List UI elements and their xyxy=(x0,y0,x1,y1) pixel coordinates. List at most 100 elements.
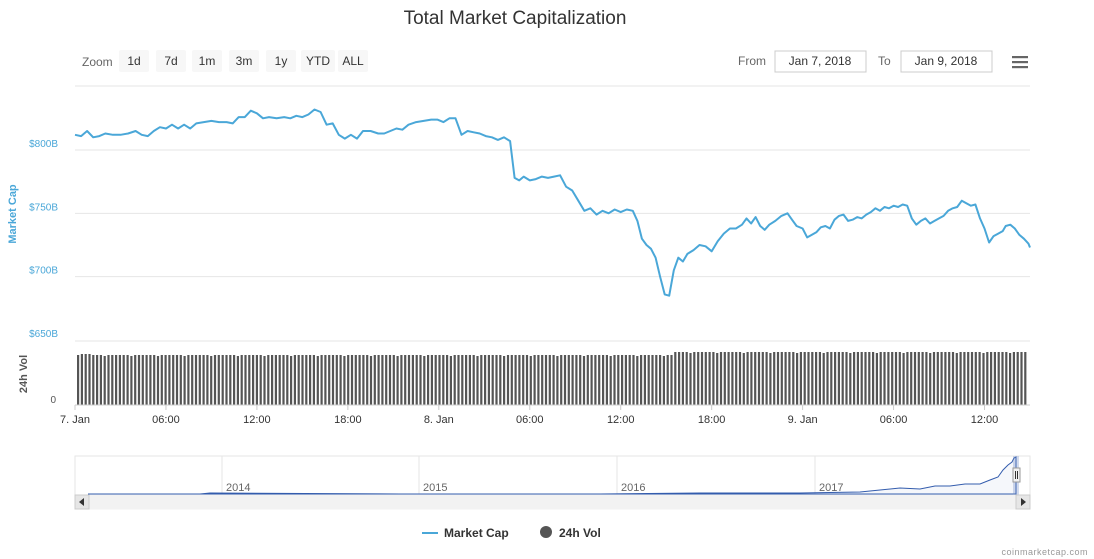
volume-bar xyxy=(1020,352,1023,405)
volume-bar xyxy=(88,354,91,405)
volume-bar xyxy=(719,352,723,405)
volume-bar xyxy=(442,355,445,405)
volume-bar xyxy=(525,355,529,405)
zoom-button-1y[interactable]: 1y xyxy=(266,50,296,72)
volume-bar xyxy=(145,355,148,405)
volume-bar xyxy=(134,355,137,405)
navigator-year-label: 2014 xyxy=(226,482,250,494)
volume-bar xyxy=(316,356,319,405)
volume-bar xyxy=(423,356,426,405)
volume-bar xyxy=(788,352,791,405)
menu-icon[interactable] xyxy=(1008,50,1032,74)
volume-bar xyxy=(643,355,646,405)
volume-bar xyxy=(533,355,536,405)
volume-bar xyxy=(799,352,802,405)
volume-bar xyxy=(868,352,871,405)
to-date-input[interactable] xyxy=(900,50,993,73)
volume-bar xyxy=(400,355,403,405)
zoom-button-1m[interactable]: 1m xyxy=(192,50,222,72)
volume-bar xyxy=(301,355,304,405)
volume-bar xyxy=(902,353,905,405)
volume-bar xyxy=(137,355,141,405)
volume-bar xyxy=(183,356,186,405)
navigator-year-label: 2016 xyxy=(621,482,645,494)
volume-bar xyxy=(944,352,947,405)
volume-bar xyxy=(986,352,989,405)
volume-bar xyxy=(586,355,589,405)
volume-bar xyxy=(712,352,715,405)
volume-bar xyxy=(457,355,460,405)
volume-bar xyxy=(853,352,856,405)
volume-bar xyxy=(522,355,525,405)
volume-bar xyxy=(385,355,388,405)
volume-bar xyxy=(685,352,688,405)
volume-bar xyxy=(921,352,924,405)
volume-bar xyxy=(617,355,620,405)
volume-bar xyxy=(331,355,335,405)
x-tick-label: 9. Jan xyxy=(788,414,818,426)
navigator[interactable]: 2014 2015 2016 2017 xyxy=(74,455,1031,510)
y-tick-label: $750B xyxy=(29,202,58,213)
zoom-button-1d[interactable]: 1d xyxy=(119,50,149,72)
scrollbar-track[interactable] xyxy=(74,494,1031,510)
volume-bar xyxy=(503,356,506,405)
y-axis-title: Market Cap xyxy=(7,184,19,244)
volume-bar xyxy=(499,355,502,405)
volume-bar xyxy=(970,352,974,405)
volume-bar xyxy=(290,356,293,405)
y-tick-label: $650B xyxy=(29,329,58,340)
volume-bar xyxy=(84,354,87,405)
volume-bar xyxy=(328,355,331,405)
chart-title: Total Market Capitalization xyxy=(404,8,627,29)
legend-item-volume[interactable]: 24h Vol xyxy=(540,526,601,540)
volume-bar xyxy=(339,355,342,405)
volume-bar xyxy=(217,355,220,405)
volume-bar xyxy=(898,352,901,405)
navigator-year-label: 2017 xyxy=(819,482,843,494)
volume-bar xyxy=(997,352,1000,405)
navigator-handle[interactable] xyxy=(1012,467,1021,483)
legend-label-volume: 24h Vol xyxy=(559,526,601,540)
x-tick-label: 12:00 xyxy=(243,414,271,426)
volume-bar xyxy=(883,352,886,405)
volume-bar xyxy=(510,355,513,405)
volume-bar xyxy=(130,356,133,405)
volume-area: 24h Vol 0 7. Jan 06:00 12:00 18:00 8. Jan 06:… xyxy=(18,340,1030,426)
zoom-button-ytd[interactable]: YTD xyxy=(301,50,335,72)
volume-bar xyxy=(955,353,958,405)
volume-bar xyxy=(407,355,411,405)
volume-bar xyxy=(103,356,106,405)
volume-bar xyxy=(153,355,156,405)
credit-text[interactable]: coinmarketcap.com xyxy=(1001,547,1088,557)
volume-bar xyxy=(263,356,266,405)
volume-bar xyxy=(354,355,357,405)
from-date-input[interactable] xyxy=(774,50,867,73)
from-date-value: Jan 7, 2018 xyxy=(789,54,852,68)
volume-bar xyxy=(271,355,274,405)
volume-bar xyxy=(993,352,996,405)
zoom-label: Zoom xyxy=(82,55,113,69)
x-tick-label: 06:00 xyxy=(880,414,908,426)
zoom-button-7d[interactable]: 7d xyxy=(156,50,186,72)
volume-bar xyxy=(160,355,163,405)
volume-bar xyxy=(495,355,498,405)
volume-bar xyxy=(141,355,144,405)
x-tick-label: 7. Jan xyxy=(60,414,90,426)
volume-bar xyxy=(590,355,593,405)
volume-bar xyxy=(202,355,205,405)
zoom-button-all[interactable]: ALL xyxy=(338,50,368,72)
volume-bar xyxy=(122,355,125,405)
volume-bar xyxy=(320,355,323,405)
x-tick-label: 12:00 xyxy=(607,414,635,426)
volume-bar xyxy=(377,355,380,405)
legend-item-market-cap[interactable]: Market Cap xyxy=(422,526,509,540)
volume-bar xyxy=(811,352,814,405)
volume-bar xyxy=(206,355,209,405)
zoom-button-3m[interactable]: 3m xyxy=(229,50,259,72)
volume-bar xyxy=(465,355,468,405)
plot-area: $650B $700B $750B $800B Market Cap xyxy=(7,85,1031,340)
volume-bar xyxy=(373,355,376,405)
volume-bar xyxy=(727,352,730,405)
volume-bar xyxy=(784,352,787,405)
volume-bar xyxy=(305,355,308,405)
